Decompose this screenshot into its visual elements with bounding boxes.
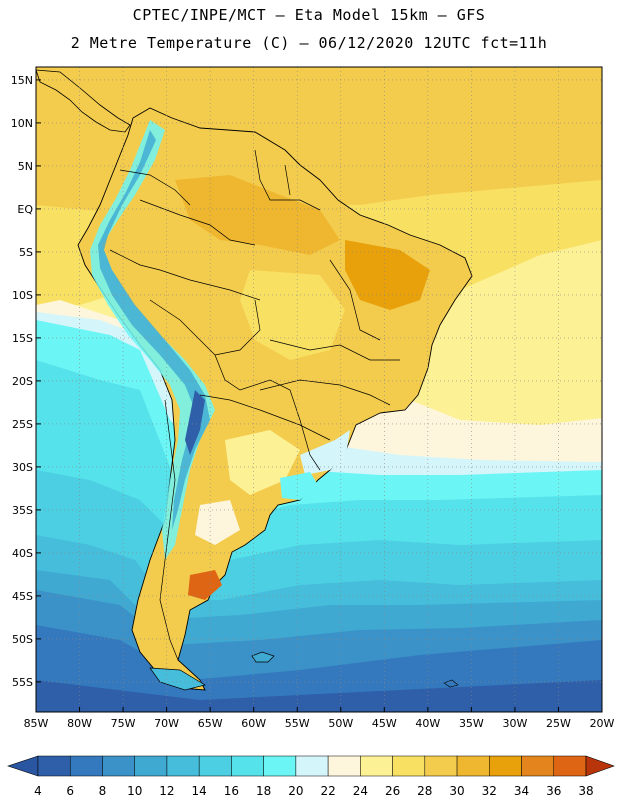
lon-tick-label: 50W: [328, 717, 353, 730]
lon-tick-label: 70W: [154, 717, 179, 730]
map-field: [36, 67, 602, 712]
colorbar-swatch: [134, 755, 168, 777]
lon-tick-label: 35W: [459, 717, 484, 730]
lat-tick-label: 35S: [12, 504, 33, 517]
colorbar-label: 32: [482, 784, 497, 798]
lon-tick-label: 45W: [372, 717, 397, 730]
lat-tick-label: EQ: [17, 203, 33, 216]
colorbar-label: 28: [417, 784, 432, 798]
lat-tick-label: 25S: [12, 418, 33, 431]
lat-tick-label: 10S: [12, 289, 33, 302]
colorbar-swatch: [424, 755, 458, 777]
colorbar-swatch: [456, 755, 490, 777]
colorbar-swatch: [327, 755, 361, 777]
colorbar-swatch: [198, 755, 232, 777]
colorbar-label: 34: [514, 784, 529, 798]
colorbar-under-arrow: [7, 755, 39, 777]
lon-tick-label: 40W: [415, 717, 440, 730]
lon-tick-label: 85W: [24, 717, 49, 730]
lon-tick-label: 55W: [285, 717, 310, 730]
lon-tick-label: 80W: [67, 717, 92, 730]
longitude-labels: 85W 80W 75W 70W 65W 60W 55W 50W 45W 40W 35W 30W 25W 2…: [24, 717, 615, 730]
title-line-2: 2 Metre Temperature (C) – 06/12/2020 12U…: [70, 34, 548, 52]
colorbar-label: 24: [353, 784, 368, 798]
lon-tick-label: 20W: [590, 717, 615, 730]
axis-ticks: [35, 79, 603, 712]
colorbar-swatch: [263, 755, 297, 777]
colorbar-label: 30: [449, 784, 464, 798]
map-frame: [35, 66, 603, 713]
colorbar-label: 20: [288, 784, 303, 798]
colorbar: [7, 755, 615, 777]
latitude-labels: 15N 10N 5N EQ 5S 10S 15S 20S 25S 30S 35S 40S 45S 50S 5…: [11, 74, 34, 689]
lat-tick-label: 5S: [19, 246, 33, 259]
colorbar-swatch: [553, 755, 587, 777]
colorbar-swatch: [37, 755, 71, 777]
lat-tick-label: 50S: [12, 633, 33, 646]
colorbar-label: 36: [546, 784, 561, 798]
lon-tick-label: 30W: [502, 717, 527, 730]
lon-tick-label: 25W: [546, 717, 571, 730]
colorbar-label: 8: [99, 784, 107, 798]
colorbar-label: 4: [34, 784, 42, 798]
colorbar-label: 14: [192, 784, 207, 798]
lat-tick-label: 20S: [12, 375, 33, 388]
country-borders: [109, 149, 400, 661]
colorbar-swatch: [166, 755, 200, 777]
lat-tick-label: 5N: [18, 160, 33, 173]
lat-tick-label: 55S: [12, 676, 33, 689]
colorbar-over-arrow: [585, 755, 615, 777]
lon-tick-label: 65W: [198, 717, 223, 730]
colorbar-label: 26: [385, 784, 400, 798]
lat-tick-label: 45S: [12, 590, 33, 603]
lon-tick-label: 75W: [111, 717, 136, 730]
lat-tick-label: 15N: [11, 74, 33, 87]
colorbar-swatch: [295, 755, 329, 777]
colorbar-swatch: [102, 755, 135, 777]
colorbar-swatch: [360, 755, 393, 777]
colorbar-label: 10: [127, 784, 142, 798]
colorbar-label: 38: [578, 784, 593, 798]
colorbar-label: 6: [66, 784, 74, 798]
colorbar-swatch: [489, 755, 522, 777]
colorbar-swatch: [392, 755, 426, 777]
lat-tick-label: 30S: [12, 461, 33, 474]
colorbar-label: 18: [256, 784, 271, 798]
colorbar-label: 16: [224, 784, 239, 798]
colorbar-swatch: [521, 755, 555, 777]
colorbar-labels: 4 6 8 10 12 14 16 18 20 22 24 26 28 30 32 34 36 38: [34, 784, 593, 798]
title-line-1: CPTEC/INPE/MCT – Eta Model 15km – GFS: [132, 6, 486, 24]
colorbar-swatch: [231, 755, 264, 777]
colorbar-swatch: [69, 755, 103, 777]
lat-tick-label: 40S: [12, 547, 33, 560]
lat-tick-label: 15S: [12, 332, 33, 345]
colorbar-label: 12: [159, 784, 174, 798]
colorbar-label: 22: [320, 784, 335, 798]
lon-tick-label: 60W: [241, 717, 266, 730]
lat-tick-label: 10N: [11, 117, 33, 130]
